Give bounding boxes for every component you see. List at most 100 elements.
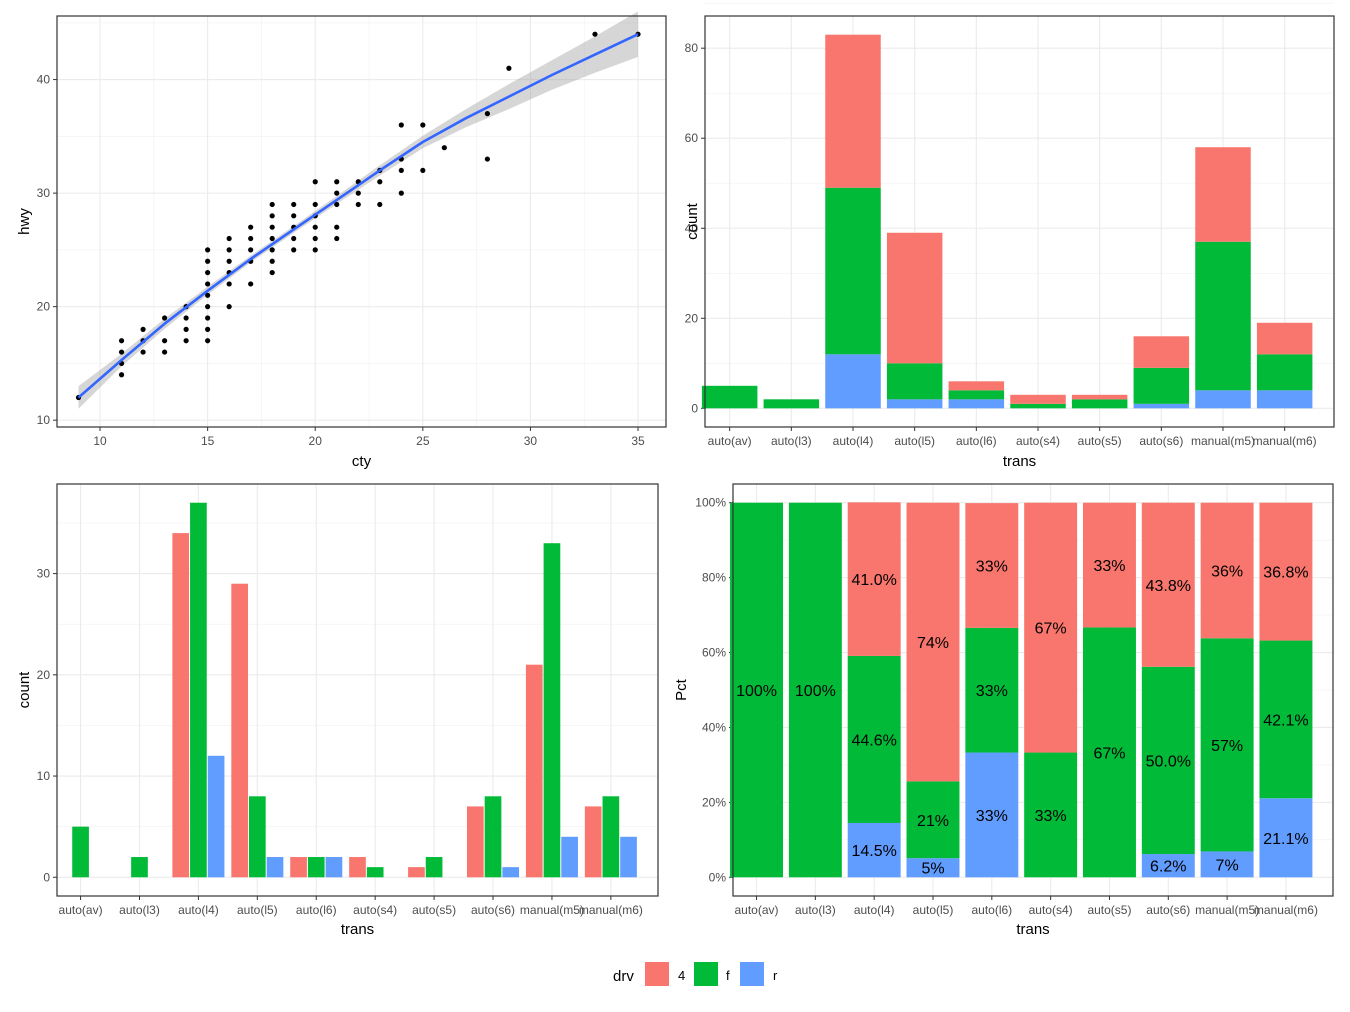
y-tick-label: 40 — [685, 221, 699, 235]
y-tick-label: 20 — [685, 311, 699, 325]
y-tick-label: 30 — [37, 186, 51, 200]
bar-f — [847, 655, 901, 823]
bar-f — [1133, 367, 1190, 404]
bar-label-4: 36% — [1211, 564, 1243, 581]
scatter-point — [205, 304, 211, 310]
scatter-point — [312, 224, 318, 230]
scatter-point — [398, 167, 404, 174]
bar-label-f: 33% — [976, 683, 1008, 700]
scatter-point — [205, 315, 211, 321]
bar-label-f: 44.6% — [851, 732, 896, 749]
y-tick-label: 10 — [37, 413, 51, 427]
bar-label-4: 67% — [1035, 621, 1067, 638]
scatter-point — [248, 281, 254, 287]
scatter-point — [334, 235, 340, 242]
x-tick-label: 15 — [201, 434, 215, 448]
x-tick-label: auto(av) — [708, 434, 752, 448]
bar-label-f: 21% — [917, 813, 949, 830]
bar-label-f: 50.0% — [1146, 753, 1191, 770]
bar-r — [620, 836, 637, 878]
y-tick-label: 0% — [709, 870, 727, 884]
y-tick-label: 20% — [702, 795, 726, 809]
scatter-point — [441, 145, 447, 151]
y-tick-label: 0 — [691, 401, 698, 415]
x-tick-label: manual(m5) — [1191, 434, 1255, 448]
scatter-point — [355, 190, 361, 196]
bar-r — [1195, 390, 1251, 409]
y-tick-label: 20 — [37, 668, 51, 682]
legend-label-f: f — [726, 968, 730, 983]
bar-f — [307, 857, 325, 878]
bar-r — [1256, 390, 1313, 409]
scatter-point — [226, 281, 232, 287]
bar-r — [1133, 403, 1190, 409]
bar-f — [1259, 640, 1313, 799]
x-tick-label: auto(s5) — [1087, 903, 1131, 917]
bar-f — [543, 543, 561, 878]
bar-label-4: 74% — [917, 635, 949, 652]
scatter-point — [140, 326, 146, 332]
scatter-point — [269, 235, 275, 242]
legend: drv 4 f r — [613, 962, 778, 986]
x-tick-label: 35 — [631, 434, 645, 448]
legend-swatch-4 — [645, 962, 669, 986]
bar-label-r: 14.5% — [851, 843, 896, 860]
x-tick-label: auto(l4) — [178, 903, 219, 917]
bar-r — [561, 836, 578, 878]
y-tick-label: 10 — [37, 769, 51, 783]
bar-4 — [584, 806, 602, 878]
x-tick-label: auto(s6) — [471, 903, 515, 917]
x-tick-label: auto(s6) — [1139, 434, 1183, 448]
bar-f — [965, 627, 1019, 753]
bar-f — [886, 363, 943, 400]
scatter-point — [205, 281, 211, 287]
scatter-point — [205, 258, 211, 264]
bar-r — [825, 354, 881, 409]
scatter-point — [183, 326, 189, 332]
x-tick-label: 10 — [93, 434, 107, 448]
x-tick-label: auto(av) — [735, 903, 779, 917]
scatter-point — [355, 201, 361, 208]
scatter-point — [484, 111, 490, 117]
x-axis-title: trans — [341, 921, 374, 938]
x-tick-label: manual(m6) — [579, 903, 643, 917]
bar-r — [1200, 851, 1254, 878]
scatter-point — [161, 349, 168, 355]
scatter-point — [248, 235, 254, 242]
bar-4 — [1071, 394, 1128, 400]
bar-r — [325, 857, 343, 878]
bar-label-r: 5% — [921, 861, 944, 878]
x-axis-title: cty — [352, 453, 372, 470]
scatter-point — [398, 190, 404, 196]
scatter-point — [420, 122, 426, 128]
x-tick-label: auto(s4) — [1016, 434, 1060, 448]
bar-4 — [1010, 394, 1066, 404]
bar-f — [425, 857, 443, 878]
bar-label-r: 6.2% — [1150, 859, 1186, 876]
bar-4 — [467, 806, 484, 878]
x-tick-label: auto(l3) — [771, 434, 812, 448]
scatter-point — [269, 201, 275, 208]
legend-label-4: 4 — [678, 968, 685, 983]
panel-border — [56, 483, 659, 897]
x-tick-label: manual(m6) — [1253, 434, 1317, 448]
bar-label-4: 36.8% — [1263, 565, 1308, 582]
bar-f — [190, 502, 207, 878]
scatter-point — [118, 338, 125, 344]
scatter-point — [226, 247, 232, 253]
x-tick-label: manual(m6) — [1254, 903, 1318, 917]
bar-4 — [1256, 322, 1313, 355]
scatter-point — [420, 167, 426, 174]
bar-label-f: 42.1% — [1263, 712, 1308, 729]
x-tick-label: auto(s5) — [1078, 434, 1122, 448]
y-tick-label: 40 — [37, 73, 51, 87]
bar-r — [1141, 854, 1195, 878]
panel-background — [57, 16, 666, 427]
x-tick-label: auto(l4) — [833, 434, 874, 448]
bar-r — [906, 858, 960, 878]
bar-r — [502, 867, 520, 878]
scatter-point — [205, 326, 211, 332]
bar-f — [701, 385, 758, 409]
bar-label-r: 33% — [976, 808, 1008, 825]
